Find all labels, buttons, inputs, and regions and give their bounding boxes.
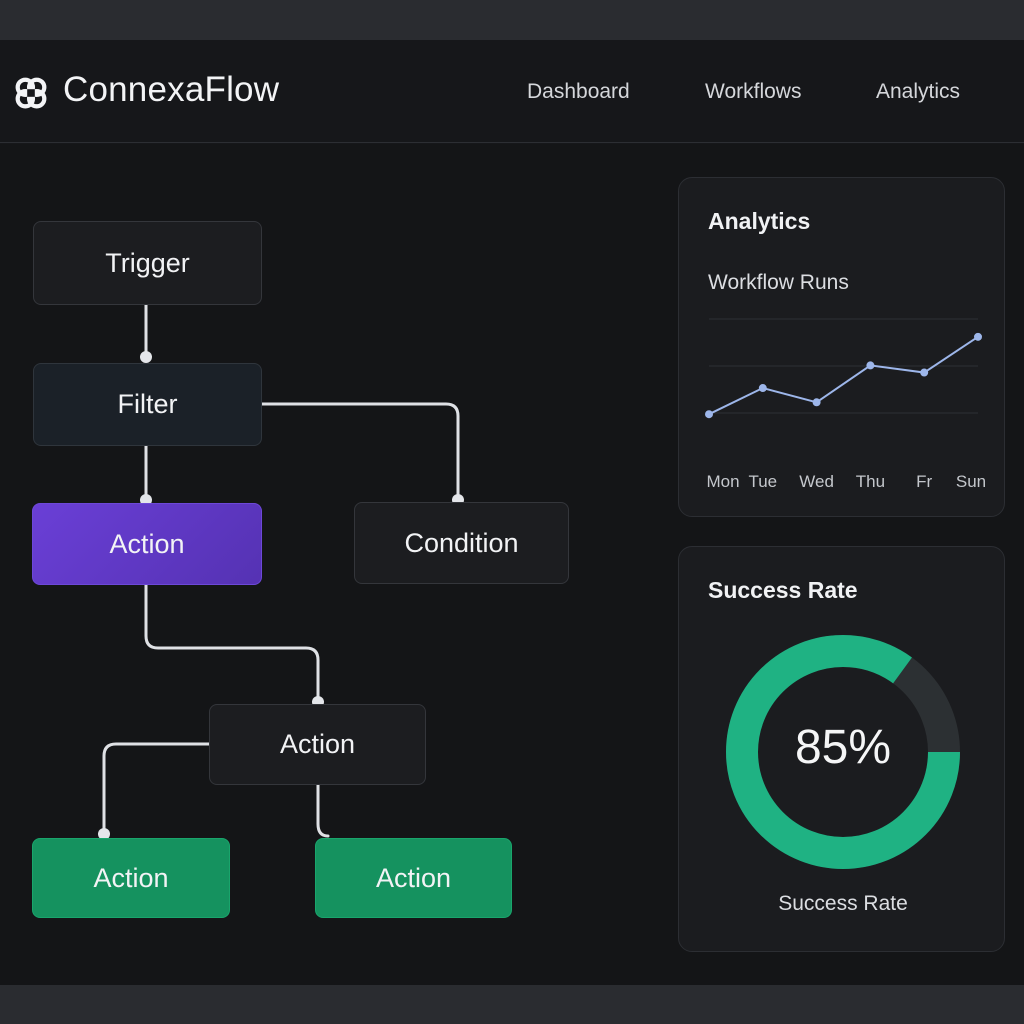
x-tick-label: Thu — [855, 472, 886, 491]
top-strip — [0, 0, 1024, 40]
node-action-right[interactable]: Action — [315, 838, 512, 918]
analytics-title: Analytics — [708, 208, 811, 234]
success-rate-caption: Success Rate — [778, 892, 908, 915]
node-condition[interactable]: Condition — [354, 502, 569, 584]
x-tick-label: Tue — [748, 472, 778, 491]
data-point — [705, 410, 713, 419]
node-filter[interactable]: Filter — [33, 363, 262, 446]
data-point — [758, 384, 767, 393]
nav-dashboard[interactable]: Dashboard — [527, 80, 630, 103]
x-tick-label: Fr — [916, 472, 933, 491]
brand-name[interactable]: ConnexaFlow — [63, 70, 280, 109]
node-action-left[interactable]: Action — [32, 838, 230, 918]
workflow-runs-label: Workflow Runs — [708, 271, 849, 294]
bottom-strip — [0, 985, 1024, 1024]
knot-logo-icon[interactable] — [12, 74, 50, 112]
x-tick-label: Sun — [955, 472, 987, 491]
node-action-mid[interactable]: Action — [209, 704, 426, 785]
nav-analytics[interactable]: Analytics — [876, 80, 961, 103]
success-rate-card: Success Rate 85% Success Rate — [678, 546, 1005, 952]
data-point — [812, 398, 821, 407]
workflow-runs-chart — [705, 318, 982, 419]
data-point — [974, 332, 982, 341]
x-tick-label: Mon — [706, 472, 740, 491]
data-point — [866, 361, 875, 370]
nav-workflows[interactable]: Workflows — [705, 80, 802, 103]
data-point — [920, 368, 929, 377]
series-line — [708, 336, 979, 416]
x-tick-label: Wed — [799, 472, 834, 491]
analytics-card: Analytics Workflow Runs Mon Tue Wed Thu Fr Su… — [678, 177, 1005, 517]
success-rate-title: Success Rate — [708, 577, 858, 603]
node-trigger[interactable]: Trigger — [33, 221, 262, 305]
node-action-primary[interactable]: Action — [32, 503, 262, 585]
app-header: ConnexaFlow Dashboard Workflows Analytic… — [0, 40, 1024, 143]
success-rate-donut — [726, 635, 960, 869]
success-rate-value: 85% — [794, 721, 892, 774]
donut-fill — [726, 635, 960, 869]
